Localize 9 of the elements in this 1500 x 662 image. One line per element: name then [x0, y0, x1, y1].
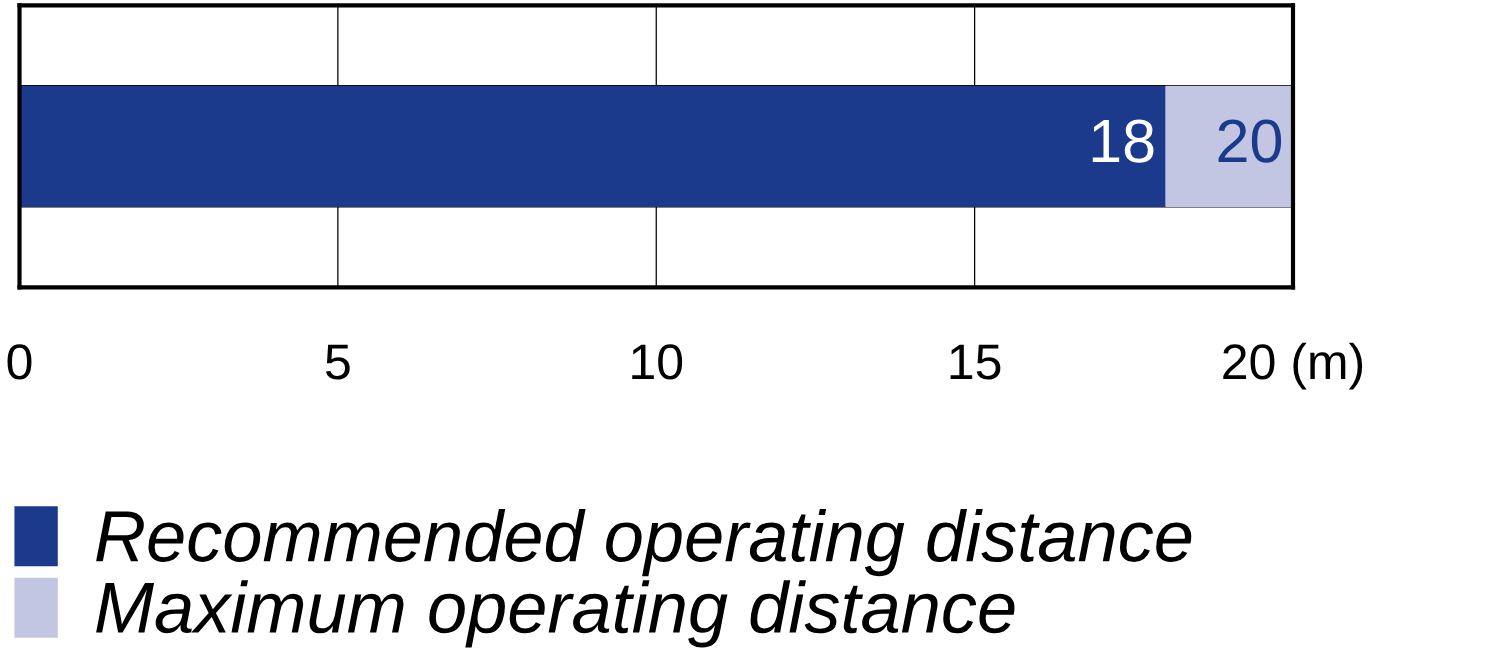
x-tick-label: 0 [7, 344, 32, 380]
x-tick-label: 15 [950, 344, 1001, 380]
legend-label: Maximum operating distance [96, 580, 1015, 648]
legend-label: Recommended operating distance [96, 508, 1192, 577]
x-tick-label: 10 [632, 344, 683, 380]
x-tick-label: 5 [325, 344, 350, 380]
total-label: 20 [1218, 119, 1282, 163]
data-label: 18 [1092, 119, 1154, 163]
x-tick-label: 20 (m) [1223, 342, 1363, 390]
